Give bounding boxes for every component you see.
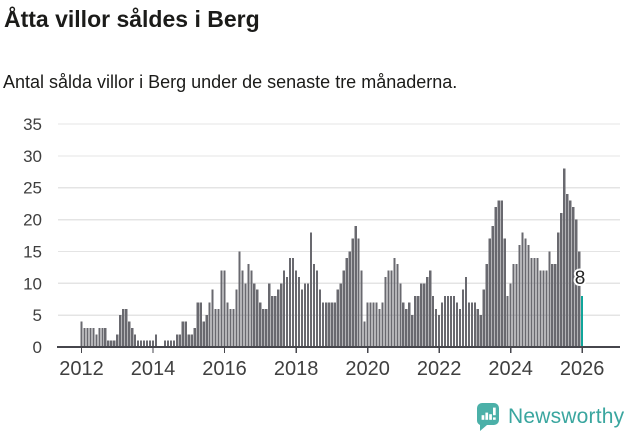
svg-text:2018: 2018 [274, 358, 319, 380]
svg-text:20: 20 [23, 211, 42, 230]
svg-text:35: 35 [23, 115, 42, 134]
svg-text:25: 25 [23, 179, 42, 198]
svg-text:10: 10 [23, 274, 42, 293]
svg-text:2012: 2012 [59, 358, 104, 380]
svg-text:0: 0 [33, 338, 42, 357]
svg-text:30: 30 [23, 147, 42, 166]
newsworthy-wordmark: Newsworthy [508, 405, 625, 428]
svg-text:8: 8 [575, 268, 586, 289]
newsworthy-logo: Newsworthy [477, 401, 624, 433]
svg-text:5: 5 [33, 306, 42, 325]
chart-subtitle: Antal sålda villor i Berg under de senas… [3, 72, 458, 92]
svg-text:2020: 2020 [345, 358, 390, 380]
svg-text:2016: 2016 [202, 358, 247, 380]
svg-text:2024: 2024 [488, 358, 533, 380]
svg-text:2014: 2014 [131, 358, 176, 380]
svg-text:2026: 2026 [560, 358, 605, 380]
svg-text:2022: 2022 [417, 358, 462, 380]
bar-chart-canvas: 0 5 10 15 20 25 30 35 2012 2014 2016 2018 2020 2022 20… [23, 115, 620, 380]
bar-chart: 0 5 10 15 20 25 30 35 2012 2014 2016 2018 2020 2022 20… [0, 105, 631, 395]
svg-text:15: 15 [23, 242, 42, 261]
page-title: Åtta villor såldes i Berg [4, 6, 260, 32]
newsworthy-icon [477, 402, 499, 431]
